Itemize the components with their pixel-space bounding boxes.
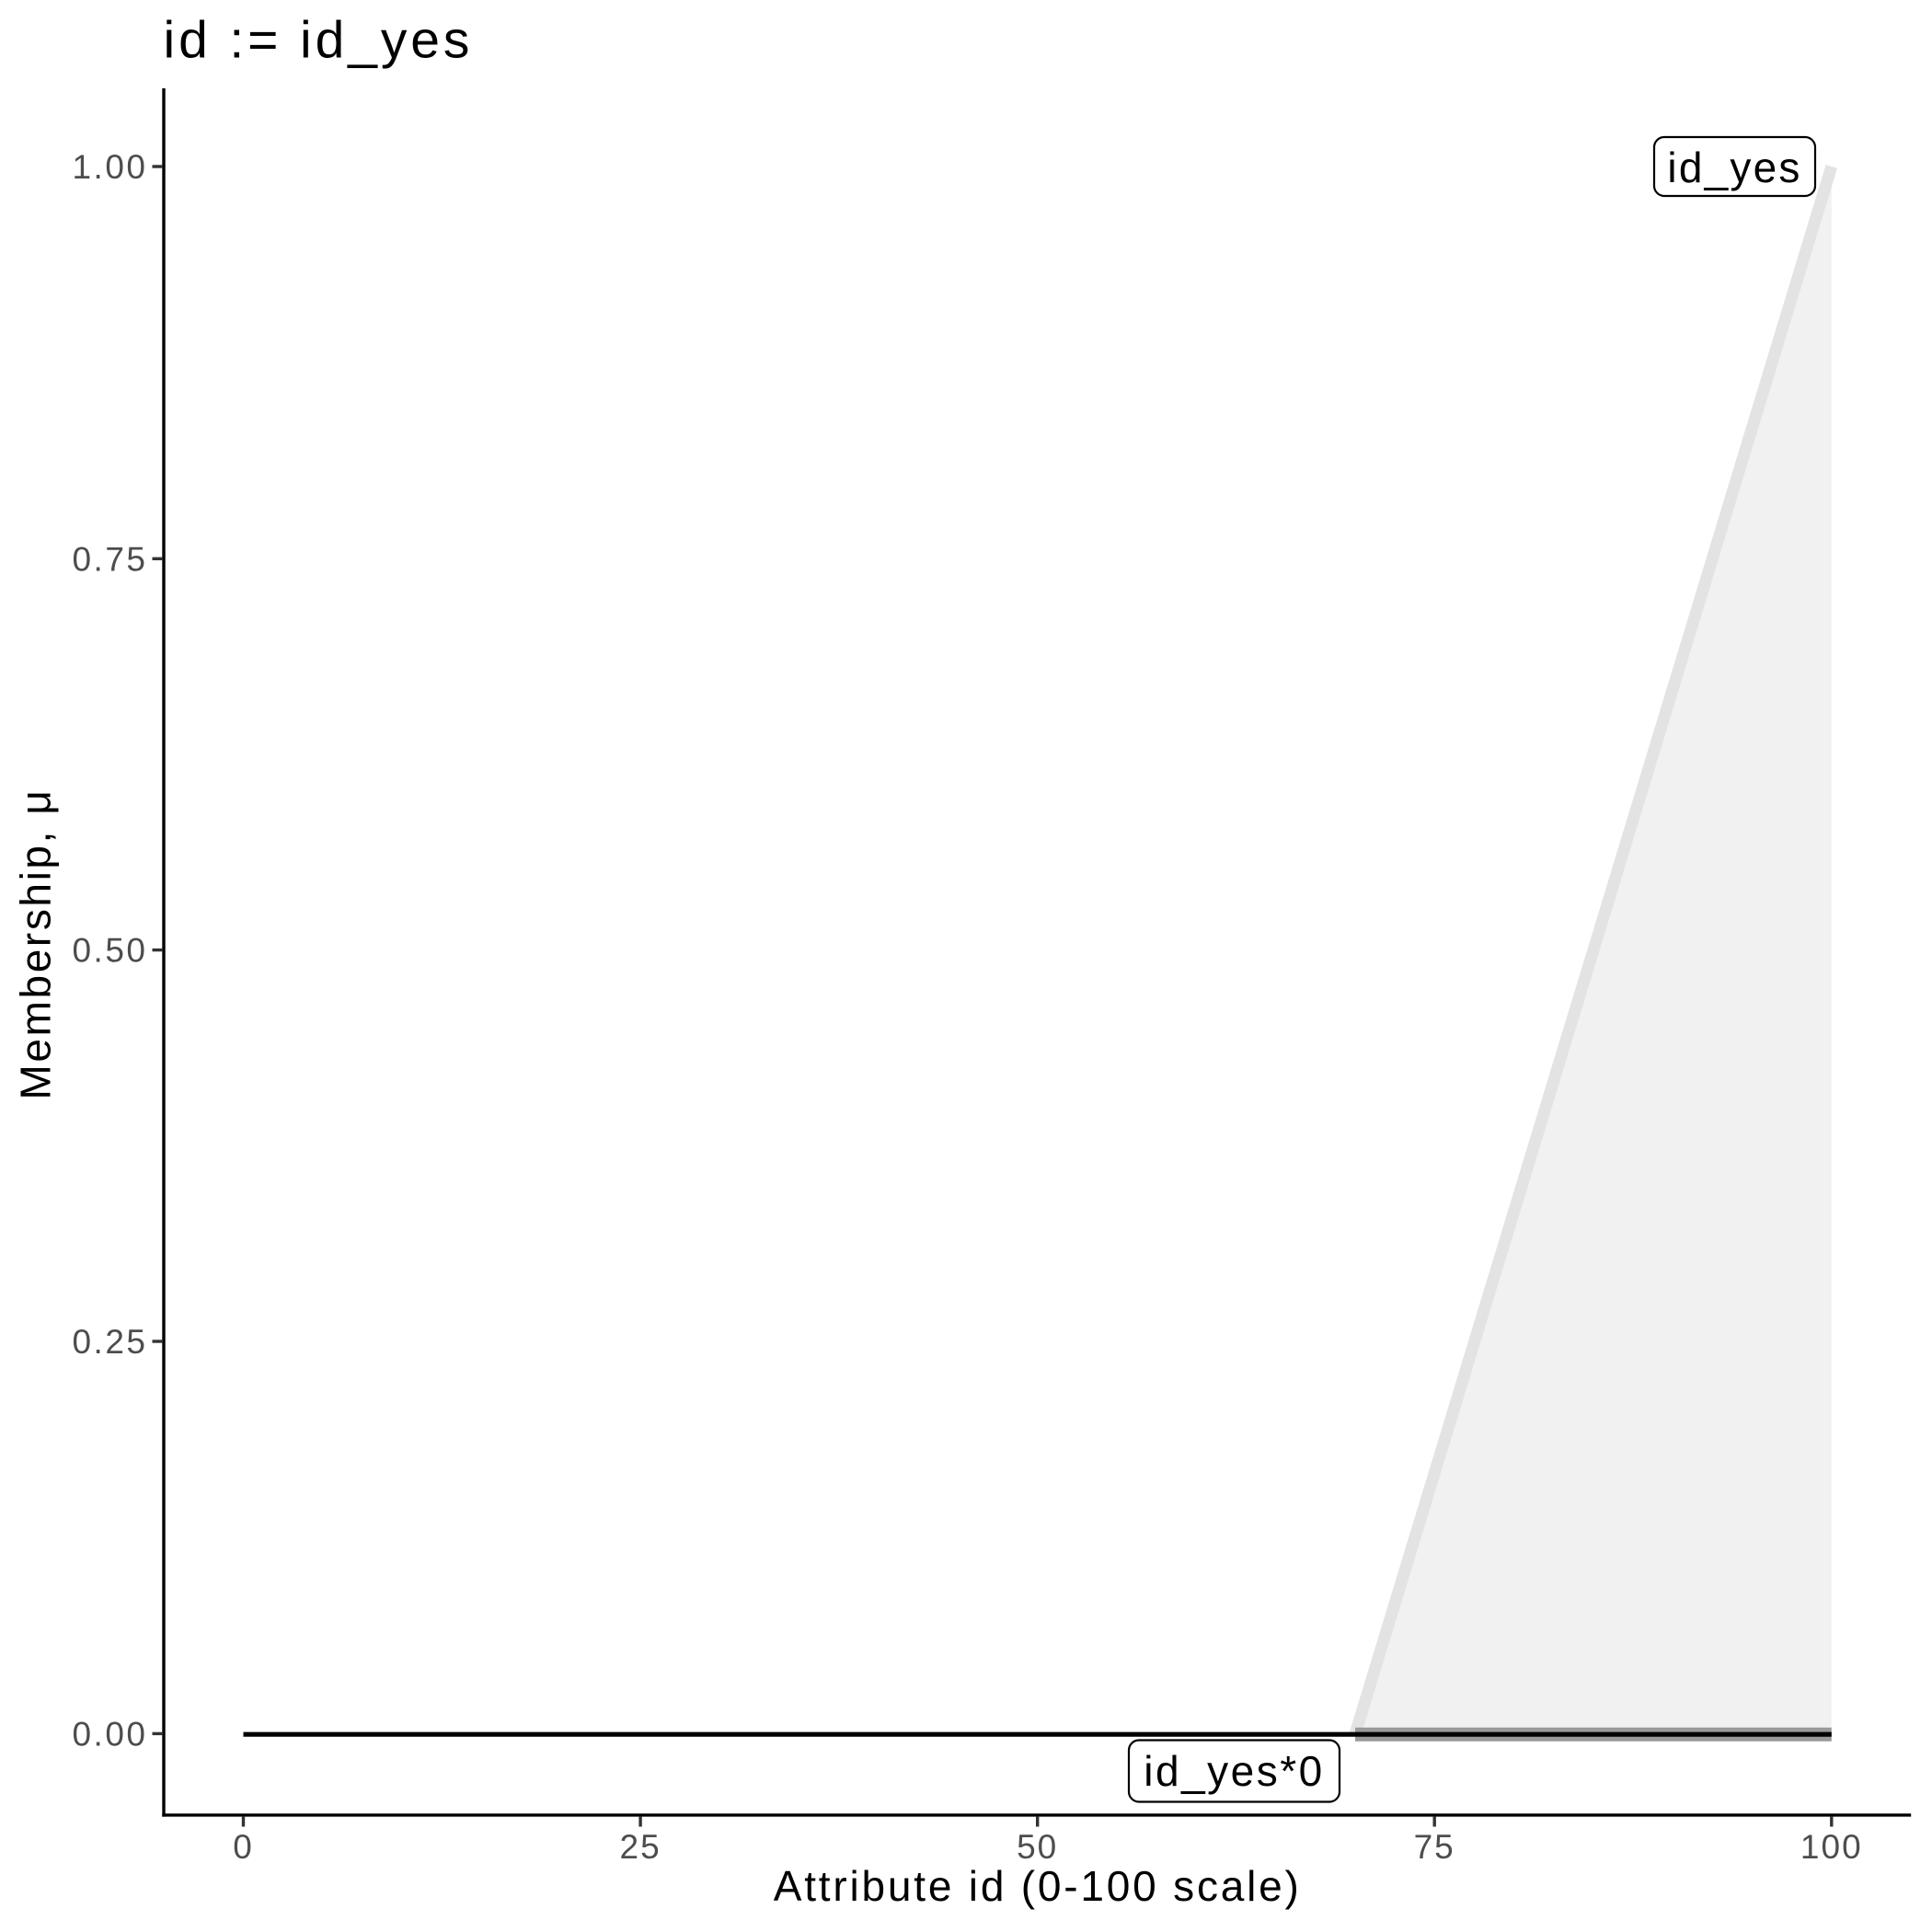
svg-text:75: 75 bbox=[1414, 1828, 1455, 1866]
svg-text:50: 50 bbox=[1017, 1828, 1058, 1866]
svg-text:0.00: 0.00 bbox=[72, 1715, 147, 1753]
svg-text:0.50: 0.50 bbox=[72, 932, 147, 970]
svg-text:0: 0 bbox=[233, 1828, 254, 1866]
svg-text:1.00: 1.00 bbox=[72, 148, 147, 186]
svg-text:id_yes: id_yes bbox=[1667, 144, 1801, 191]
svg-text:100: 100 bbox=[1800, 1828, 1863, 1866]
svg-text:Membership, μ: Membership, μ bbox=[12, 788, 60, 1100]
svg-text:0.25: 0.25 bbox=[72, 1323, 147, 1361]
svg-text:id_yes*0: id_yes*0 bbox=[1144, 1747, 1324, 1795]
svg-text:0.75: 0.75 bbox=[72, 540, 147, 578]
svg-text:Attribute id (0-100 scale): Attribute id (0-100 scale) bbox=[774, 1862, 1302, 1910]
svg-text:id := id_yes: id := id_yes bbox=[164, 11, 474, 70]
svg-text:25: 25 bbox=[620, 1828, 661, 1866]
